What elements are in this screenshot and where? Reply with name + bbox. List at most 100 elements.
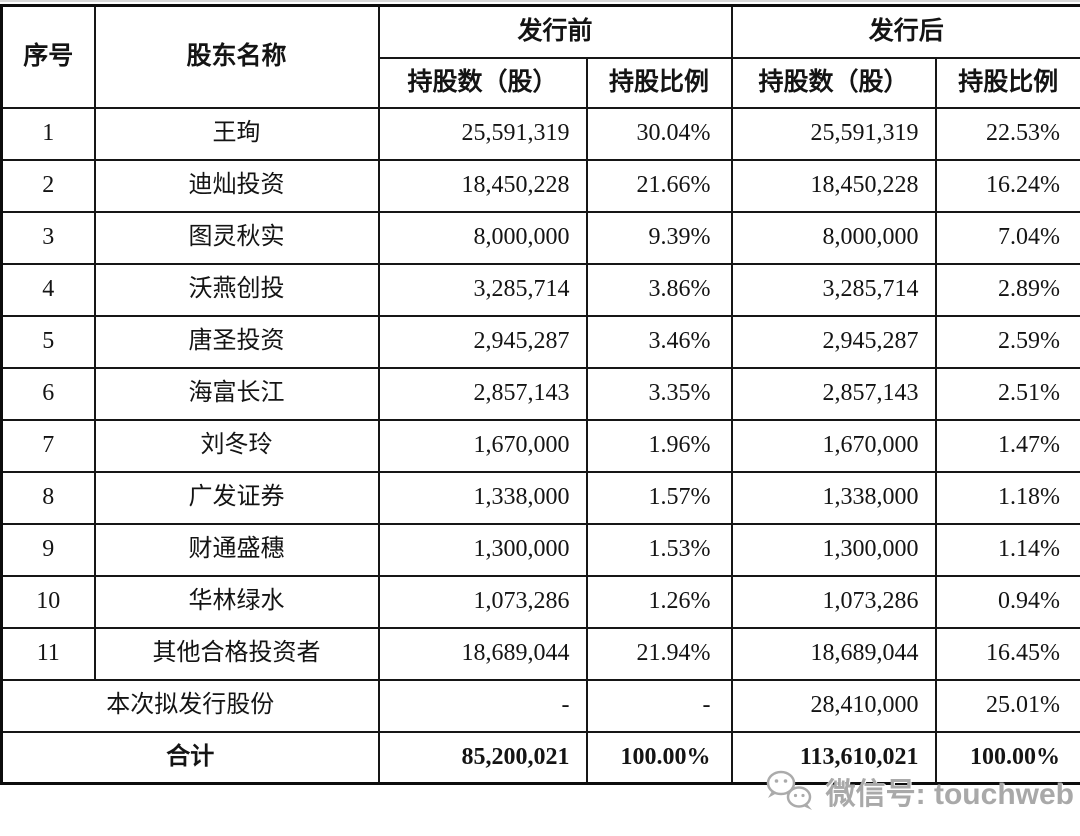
ratio-before-cell: 1.57% [585,470,733,525]
table-header: 序号 股东名称 发行前 发行后 持股数（股） 持股比例 持股数（股） 持股比例 [0,4,1080,109]
name-cell: 华林绿水 [93,574,380,629]
shares-after-cell: 2,857,143 [730,366,937,421]
ratio-before-cell: 21.66% [585,158,733,213]
ratio-after-cell: 25.01% [934,678,1080,733]
ratio-before-cell: 1.96% [585,418,733,473]
header-sub-row: 持股数（股） 持股比例 持股数（股） 持股比例 [2,56,1080,109]
table-row: 7 刘冬玲 1,670,000 1.96% 1,670,000 1.47% [0,418,1080,473]
seq-cell: 9 [0,522,96,577]
ratio-after-cell: 2.59% [934,314,1080,369]
seq-cell: 11 [0,626,96,681]
table-row: 2 迪灿投资 18,450,228 21.66% 18,450,228 16.2… [0,158,1080,213]
shares-after-cell: 1,338,000 [730,470,937,525]
ratio-before-cell: 1.53% [585,522,733,577]
seq-cell: 6 [0,366,96,421]
name-cell: 沃燕创投 [93,262,380,317]
table-body: 1 王珣 25,591,319 30.04% 25,591,319 22.53%… [0,106,1080,785]
name-cell: 迪灿投资 [93,158,380,213]
ratio-after-cell: 2.51% [934,366,1080,421]
shares-after-cell: 18,450,228 [730,158,937,213]
seq-cell: 3 [0,210,96,265]
planned-issue-row: 本次拟发行股份 - - 28,410,000 25.01% [0,678,1080,733]
total-row: 合计 85,200,021 100.00% 113,610,021 100.00… [0,730,1080,785]
total-label: 合计 [0,730,380,785]
total-ratio-before-cell: 100.00% [585,730,733,785]
seq-cell: 1 [0,106,96,161]
name-cell: 其他合格投资者 [93,626,380,681]
shares-before-cell: 8,000,000 [377,210,588,265]
ratio-before-cell: 30.04% [585,106,733,161]
ratio-after-cell: 1.14% [934,522,1080,577]
table-row: 4 沃燕创投 3,285,714 3.86% 3,285,714 2.89% [0,262,1080,317]
total-ratio-after-cell: 100.00% [934,730,1080,785]
header-group-row: 序号 股东名称 发行前 发行后 [0,4,1080,109]
top-divider-line [0,0,1080,2]
ratio-after-cell: 7.04% [934,210,1080,265]
table-row: 9 财通盛穗 1,300,000 1.53% 1,300,000 1.14% [0,522,1080,577]
name-cell: 财通盛穗 [93,522,380,577]
shares-before-cell: 18,689,044 [377,626,588,681]
table-row: 6 海富长江 2,857,143 3.35% 2,857,143 2.51% [0,366,1080,421]
seq-cell: 5 [0,314,96,369]
watermark: 微信号: touchweb [766,769,1074,813]
name-cell: 王珣 [93,106,380,161]
shares-before-cell: 2,857,143 [377,366,588,421]
ratio-before-cell: 3.86% [585,262,733,317]
shares-before-cell: 25,591,319 [377,106,588,161]
planned-issue-label: 本次拟发行股份 [0,678,380,733]
shares-after-cell: 1,073,286 [730,574,937,629]
seq-cell: 4 [0,262,96,317]
header-shareholder-name: 股东名称 [93,4,380,109]
shares-after-cell: 1,670,000 [730,418,937,473]
ratio-before-cell: - [585,678,733,733]
shares-after-cell: 25,591,319 [730,106,937,161]
shares-after-cell: 1,300,000 [730,522,937,577]
ratio-before-cell: 9.39% [585,210,733,265]
header-ratio-after: 持股比例 [934,56,1080,109]
table-row: 1 王珣 25,591,319 30.04% 25,591,319 22.53% [0,106,1080,161]
shareholders-table: 序号 股东名称 发行前 发行后 持股数（股） 持股比例 持股数（股） 持股比例 … [0,4,1080,785]
table-row: 11 其他合格投资者 18,689,044 21.94% 18,689,044 … [0,626,1080,681]
ratio-after-cell: 2.89% [934,262,1080,317]
shares-before-cell: 1,670,000 [377,418,588,473]
seq-cell: 8 [0,470,96,525]
seq-cell: 7 [0,418,96,473]
watermark-text: 微信号: touchweb [825,778,1074,811]
ratio-after-cell: 16.45% [934,626,1080,681]
seq-cell: 2 [0,158,96,213]
name-cell: 海富长江 [93,366,380,421]
ratio-before-cell: 1.26% [585,574,733,629]
ratio-before-cell: 21.94% [585,626,733,681]
shares-before-cell: 1,300,000 [377,522,588,577]
name-cell: 广发证券 [93,470,380,525]
shares-before-cell: 1,338,000 [377,470,588,525]
ratio-after-cell: 1.47% [934,418,1080,473]
table-row: 8 广发证券 1,338,000 1.57% 1,338,000 1.18% [0,470,1080,525]
name-cell: 唐圣投资 [93,314,380,369]
header-shares-after: 持股数（股） [730,56,937,109]
shares-before-cell: 2,945,287 [377,314,588,369]
header-seq: 序号 [0,4,96,109]
header-before-issuance: 发行前 [377,4,733,59]
header-after-issuance: 发行后 [730,4,1080,59]
ratio-after-cell: 1.18% [934,470,1080,525]
shares-after-cell: 3,285,714 [730,262,937,317]
shares-after-cell: 18,689,044 [730,626,937,681]
seq-cell: 10 [0,574,96,629]
table-row: 3 图灵秋实 8,000,000 9.39% 8,000,000 7.04% [0,210,1080,265]
shares-after-cell: 28,410,000 [730,678,937,733]
shares-before-cell: 3,285,714 [377,262,588,317]
ratio-before-cell: 3.46% [585,314,733,369]
shares-before-cell: 18,450,228 [377,158,588,213]
table-row: 5 唐圣投资 2,945,287 3.46% 2,945,287 2.59% [0,314,1080,369]
ratio-after-cell: 16.24% [934,158,1080,213]
ratio-after-cell: 22.53% [934,106,1080,161]
wechat-icon [766,769,818,813]
shares-before-cell: 1,073,286 [377,574,588,629]
shares-after-cell: 8,000,000 [730,210,937,265]
total-shares-before-cell: 85,200,021 [377,730,588,785]
ratio-before-cell: 3.35% [585,366,733,421]
total-shares-after-cell: 113,610,021 [730,730,937,785]
header-ratio-before: 持股比例 [585,56,733,109]
name-cell: 刘冬玲 [93,418,380,473]
